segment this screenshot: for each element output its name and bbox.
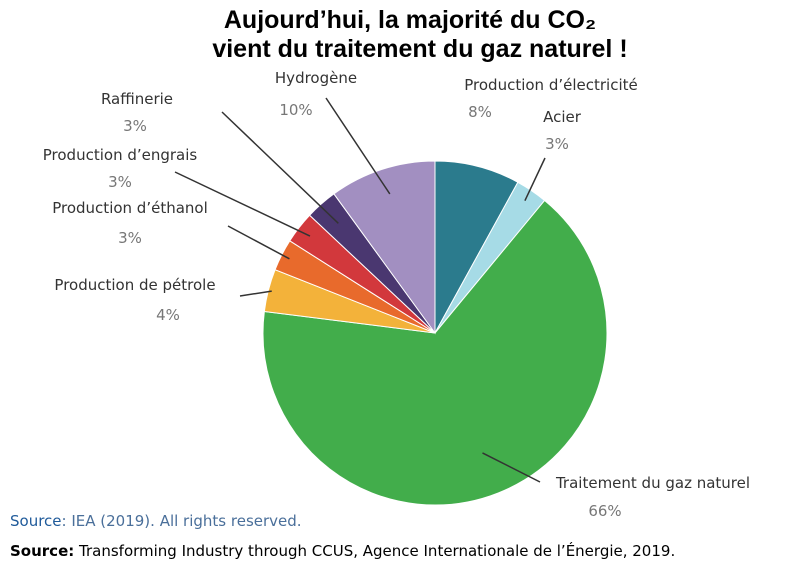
value-label: 66% [588, 502, 621, 520]
value-label: 10% [279, 101, 312, 119]
slice-label: Traitement du gaz naturel [555, 474, 750, 492]
leader-line [325, 97, 391, 195]
slice-label: Production d’engrais [43, 146, 198, 164]
slice-label: Production d’électricité [464, 76, 637, 94]
leader-line [221, 111, 339, 224]
source-note: Source: IEA (2019). All rights reserved. [10, 512, 302, 530]
source-text: : IEA (2019). All rights reserved. [62, 512, 302, 530]
slice-label: Raffinerie [101, 90, 173, 108]
value-label: 3% [545, 135, 569, 153]
value-label: 4% [156, 306, 180, 324]
pie-slice [262, 199, 608, 506]
slice-label: Hydrogène [275, 69, 357, 87]
chart-title: vient du traitement du gaz naturel ! [212, 35, 627, 63]
value-label: 3% [108, 173, 132, 191]
source-note: Source: Transforming Industry through CC… [10, 541, 675, 560]
slice-label: Acier [543, 108, 582, 126]
slice-label: Production de pétrole [54, 276, 215, 294]
value-label: 3% [118, 229, 142, 247]
value-label: 3% [123, 117, 147, 135]
leader-line [524, 157, 546, 202]
leader-line [174, 171, 311, 237]
source-label: Source: [10, 542, 74, 560]
leader-line [482, 452, 541, 483]
value-label: 8% [468, 103, 492, 121]
leader-line [239, 290, 272, 297]
source-text: Transforming Industry through CCUS, Agen… [74, 541, 675, 560]
slice-label: Production d’éthanol [52, 199, 208, 217]
leader-line [227, 225, 290, 260]
pie-slice [333, 160, 436, 335]
source-label: Source [10, 512, 62, 530]
chart-title: Aujourd’hui, la majorité du CO₂ [224, 6, 596, 34]
